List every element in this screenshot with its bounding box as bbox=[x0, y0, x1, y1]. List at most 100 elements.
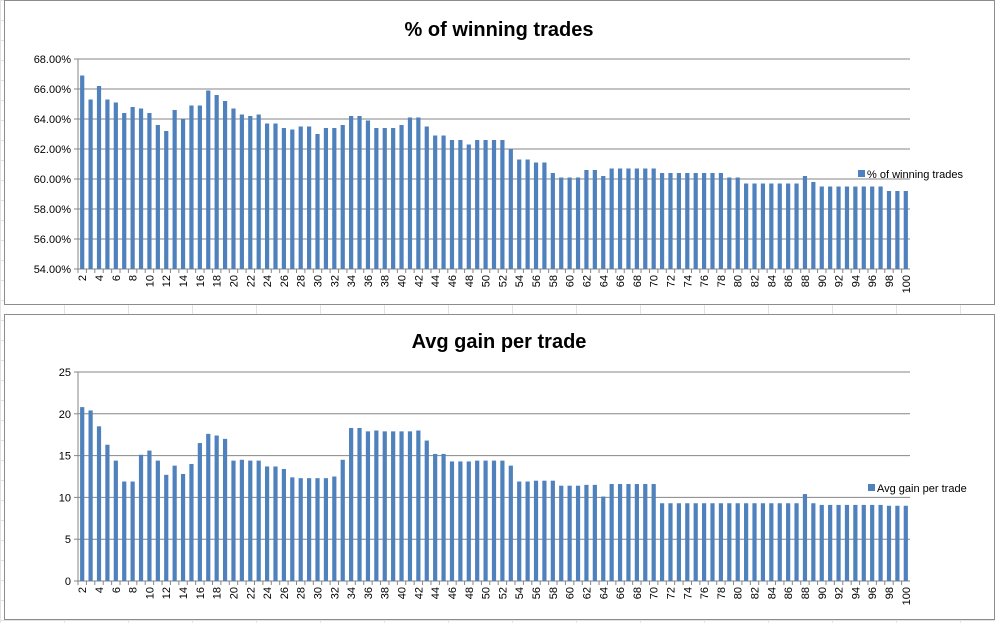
bar[interactable] bbox=[735, 177, 740, 270]
bar[interactable] bbox=[113, 460, 118, 581]
chart-avg-gain[interactable]: Avg gain per trade 0 5 10 15 20 25 2 4 6 8 10 12 14 16… bbox=[4, 314, 995, 620]
bar[interactable] bbox=[466, 461, 471, 581]
bar[interactable] bbox=[332, 476, 337, 582]
bar[interactable] bbox=[298, 478, 303, 581]
bar[interactable] bbox=[878, 186, 883, 270]
bar[interactable] bbox=[517, 481, 522, 581]
bar[interactable] bbox=[155, 125, 160, 269]
bar[interactable] bbox=[164, 131, 169, 269]
bar[interactable] bbox=[323, 128, 329, 269]
bar[interactable] bbox=[508, 465, 513, 581]
bar[interactable] bbox=[248, 116, 253, 269]
bar[interactable] bbox=[323, 478, 329, 581]
bar[interactable] bbox=[828, 186, 833, 270]
bar[interactable] bbox=[886, 191, 892, 269]
bar[interactable] bbox=[315, 478, 320, 581]
bar[interactable] bbox=[222, 101, 228, 269]
bar[interactable] bbox=[281, 128, 286, 269]
bar[interactable] bbox=[853, 504, 858, 581]
bar[interactable] bbox=[407, 117, 413, 270]
bar[interactable] bbox=[441, 135, 446, 270]
bar[interactable] bbox=[206, 433, 211, 581]
bar[interactable] bbox=[592, 484, 597, 581]
bar[interactable] bbox=[676, 503, 681, 581]
bar[interactable] bbox=[231, 108, 236, 270]
bar[interactable] bbox=[433, 453, 438, 581]
bar[interactable] bbox=[676, 173, 681, 269]
bar[interactable] bbox=[264, 466, 270, 581]
bar[interactable] bbox=[130, 481, 135, 581]
bar[interactable] bbox=[307, 478, 312, 581]
bar[interactable] bbox=[391, 431, 396, 581]
bar[interactable] bbox=[550, 173, 555, 269]
bar[interactable] bbox=[172, 465, 177, 581]
bar[interactable] bbox=[483, 460, 488, 581]
bar[interactable] bbox=[811, 182, 816, 269]
bar[interactable] bbox=[651, 168, 656, 270]
bar[interactable] bbox=[567, 177, 572, 270]
bar[interactable] bbox=[634, 168, 639, 270]
bar[interactable] bbox=[592, 170, 597, 269]
bar[interactable] bbox=[735, 503, 740, 581]
bar[interactable] bbox=[643, 168, 648, 270]
bar[interactable] bbox=[542, 480, 547, 581]
bar[interactable] bbox=[802, 494, 808, 581]
bar[interactable] bbox=[794, 183, 799, 270]
bar[interactable] bbox=[424, 440, 429, 581]
bar[interactable] bbox=[802, 176, 808, 269]
bar[interactable] bbox=[861, 504, 866, 581]
bar[interactable] bbox=[239, 114, 244, 270]
bar[interactable] bbox=[794, 503, 799, 581]
bar[interactable] bbox=[668, 173, 673, 269]
bar[interactable] bbox=[138, 108, 144, 270]
bar[interactable] bbox=[525, 159, 530, 270]
bar[interactable] bbox=[180, 473, 186, 581]
bar[interactable] bbox=[290, 129, 295, 270]
bar[interactable] bbox=[903, 505, 908, 581]
bar[interactable] bbox=[458, 140, 463, 269]
bar[interactable] bbox=[206, 90, 211, 270]
bar[interactable] bbox=[130, 107, 135, 269]
bar[interactable] bbox=[828, 504, 833, 581]
bar[interactable] bbox=[298, 126, 303, 270]
bar[interactable] bbox=[777, 183, 782, 270]
bar[interactable] bbox=[870, 186, 875, 270]
bar[interactable] bbox=[239, 459, 244, 581]
bar[interactable] bbox=[609, 168, 614, 270]
bar[interactable] bbox=[668, 503, 673, 581]
bar[interactable] bbox=[550, 480, 555, 581]
bar[interactable] bbox=[693, 173, 698, 269]
bar[interactable] bbox=[702, 503, 707, 581]
bar[interactable] bbox=[382, 431, 387, 581]
bar[interactable] bbox=[819, 504, 824, 581]
bar[interactable] bbox=[584, 484, 589, 581]
bar[interactable] bbox=[365, 431, 371, 581]
bar[interactable] bbox=[96, 86, 102, 269]
bar[interactable] bbox=[559, 485, 564, 581]
bar[interactable] bbox=[500, 140, 505, 269]
bar[interactable] bbox=[718, 173, 724, 269]
bar[interactable] bbox=[870, 504, 875, 581]
bar[interactable] bbox=[273, 466, 278, 581]
bar[interactable] bbox=[88, 410, 93, 581]
bar[interactable] bbox=[760, 503, 766, 581]
bar[interactable] bbox=[96, 426, 102, 581]
bar[interactable] bbox=[441, 453, 446, 581]
bar[interactable] bbox=[718, 503, 724, 581]
bar[interactable] bbox=[340, 125, 345, 269]
bar[interactable] bbox=[290, 477, 295, 581]
bar[interactable] bbox=[533, 480, 539, 581]
bar[interactable] bbox=[374, 128, 379, 269]
bar[interactable] bbox=[508, 149, 513, 269]
bar[interactable] bbox=[626, 168, 631, 270]
bar[interactable] bbox=[777, 503, 782, 581]
bar[interactable] bbox=[861, 186, 866, 270]
bar[interactable] bbox=[786, 183, 791, 270]
bar[interactable] bbox=[222, 438, 228, 581]
bar[interactable] bbox=[147, 113, 152, 269]
bar[interactable] bbox=[122, 113, 127, 269]
bar[interactable] bbox=[567, 485, 572, 581]
bar[interactable] bbox=[122, 481, 127, 581]
bar[interactable] bbox=[659, 503, 665, 581]
bar[interactable] bbox=[710, 503, 715, 581]
